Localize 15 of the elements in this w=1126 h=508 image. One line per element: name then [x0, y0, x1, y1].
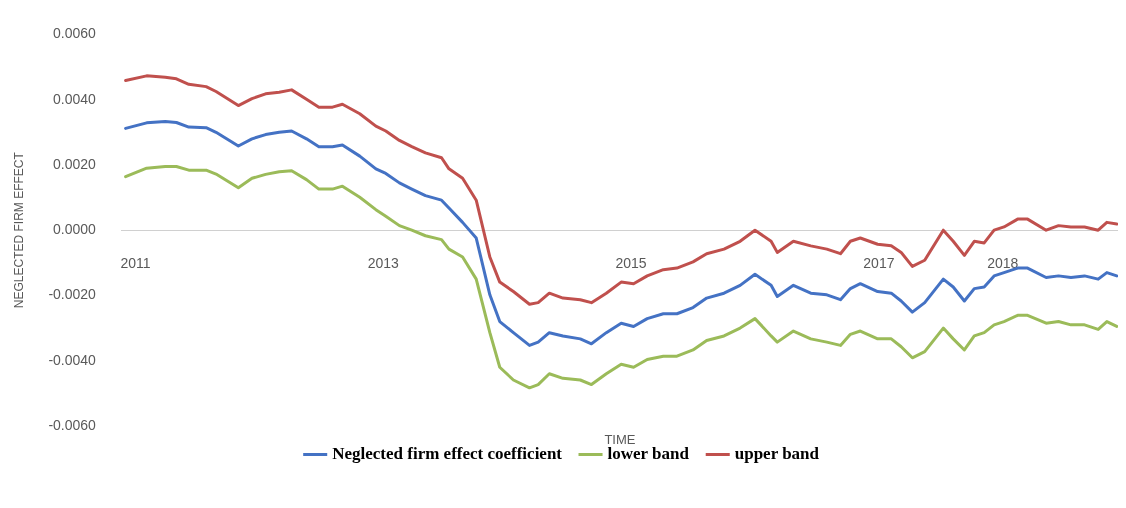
y-tick-label: 0.0020: [53, 155, 97, 172]
y-tick-label: -0.0020: [48, 286, 97, 303]
y-tick-label: 0.0000: [53, 221, 97, 238]
legend-label: upper band: [734, 443, 820, 463]
y-axis-title: NEGLECTED FIRM EFFECT: [11, 151, 26, 309]
y-tick-label: 0.0060: [53, 25, 97, 42]
x-tick-label: 2013: [367, 255, 400, 272]
x-tick-label: 2018: [987, 255, 1019, 272]
y-tick-label: 0.0040: [53, 90, 97, 107]
x-tick-label: 2011: [120, 255, 151, 272]
y-tick-label: -0.0040: [48, 351, 97, 368]
legend-label: Neglected firm effect coefficient: [332, 443, 563, 463]
y-tick-label: -0.0060: [48, 416, 97, 433]
x-tick-label: 2017: [863, 255, 895, 272]
x-tick-label: 2015: [615, 255, 647, 272]
